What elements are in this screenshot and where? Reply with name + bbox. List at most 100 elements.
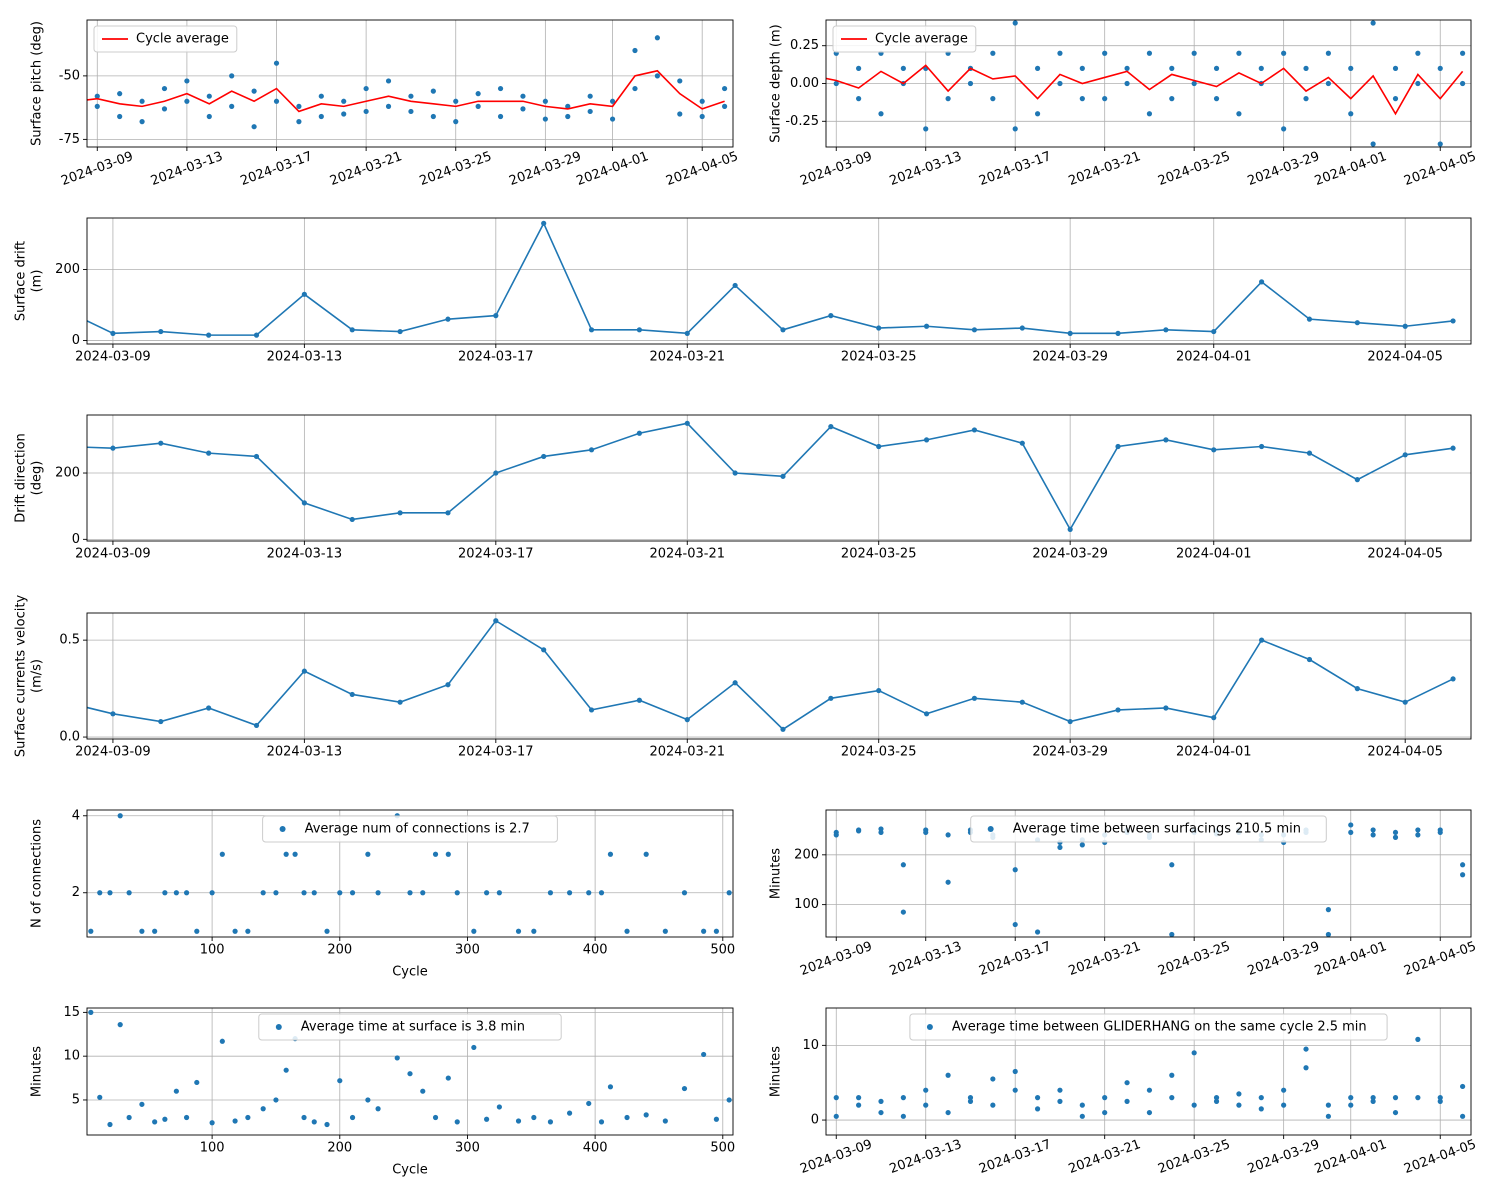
x-tick-label: 2024-03-25 [841,350,917,365]
point [454,1119,460,1125]
point [541,453,547,460]
point [1012,1068,1018,1075]
x-tick-label: 2024-03-17 [977,939,1053,979]
point [251,124,257,130]
point [397,510,403,516]
point [607,851,614,857]
point [967,80,974,87]
line [87,221,1454,336]
point [158,328,164,335]
point [1124,65,1130,71]
x-tick-label: 2024-04-05 [1367,547,1443,562]
point [453,119,459,125]
point [878,829,884,836]
point [566,890,573,896]
panel: 2024-03-09 2024-03-13 2024-03-17 2024-03-21… [14,217,1472,365]
y-tick-label: 0 [72,333,80,348]
point [152,928,158,934]
point [923,126,929,132]
point [253,453,260,460]
point [1437,1095,1443,1101]
x-tick-label: 2024-04-01 [1313,939,1389,979]
y-tick-label: 0 [72,532,80,547]
point [624,928,630,934]
x-axis-label: Cycle [392,1163,428,1178]
y-tick-label: 0 [811,1113,819,1128]
point [1213,65,1220,71]
point [430,113,436,120]
legend: Average time between GLIDERHANG on the s… [909,1013,1388,1041]
point [632,85,638,92]
point [1211,715,1217,721]
point [484,890,490,896]
legend: Cycle average [832,25,977,53]
point [341,98,347,104]
point [72,86,77,91]
point [636,327,643,333]
point [1259,279,1265,285]
panel: 100 200 300 400 500 2 4 N of connections Cycle Av… [30,808,736,979]
point [1012,1087,1018,1093]
line [87,69,725,113]
point [1067,526,1073,532]
x-tick-label: 2024-03-09 [75,547,151,562]
point [251,88,257,94]
point [677,78,683,84]
point [408,108,414,115]
x-tick-label: 2024-03-21 [1067,149,1143,189]
point [385,103,392,109]
point [900,65,906,71]
point [475,103,481,109]
point [1079,842,1085,848]
x-tick-label: 2024-03-09 [798,939,874,979]
x-tick-label: 200 [327,943,352,958]
x-tick-label: 2024-03-21 [1067,939,1143,979]
point [126,1114,132,1121]
point [1348,822,1354,828]
point [375,890,381,896]
point [632,47,638,54]
point [1281,50,1287,56]
point [1169,65,1175,71]
point [967,1098,974,1104]
point [337,890,343,896]
point [1348,65,1354,71]
point [586,890,592,896]
x-tick-label: 2024-03-13 [888,1137,964,1177]
point [967,1095,974,1101]
x-tick-label: 2024-03-29 [1246,149,1322,189]
point [1211,328,1217,335]
point [471,928,477,934]
point [273,98,280,104]
point [1102,96,1108,102]
point [184,78,190,84]
line [87,422,1454,532]
point [971,695,978,701]
point [1213,1098,1220,1104]
point [1057,80,1063,87]
point [684,330,690,336]
x-tick-label: 2024-04-01 [1313,149,1389,189]
y-tick-label: 5 [72,1092,80,1107]
point [811,96,816,101]
legend: Average num of connections is 2.7 [262,815,558,843]
point [1034,65,1041,71]
point [162,890,168,896]
point [1402,452,1408,458]
panel: 2024-03-09 2024-03-13 2024-03-17 2024-03-21… [769,1007,1478,1177]
point [183,890,190,896]
point [283,1067,289,1073]
point [833,1113,839,1119]
point [828,313,834,319]
point [496,890,502,896]
point [493,470,499,476]
point [62,308,67,313]
y-axis-label: (m) [30,270,45,293]
point [162,1116,168,1122]
point [152,1119,158,1125]
point [324,1121,330,1128]
point [643,1112,649,1118]
y-tick-label: 200 [55,466,80,481]
x-tick-label: 2024-03-29 [1246,1137,1322,1177]
point [1057,1087,1063,1093]
